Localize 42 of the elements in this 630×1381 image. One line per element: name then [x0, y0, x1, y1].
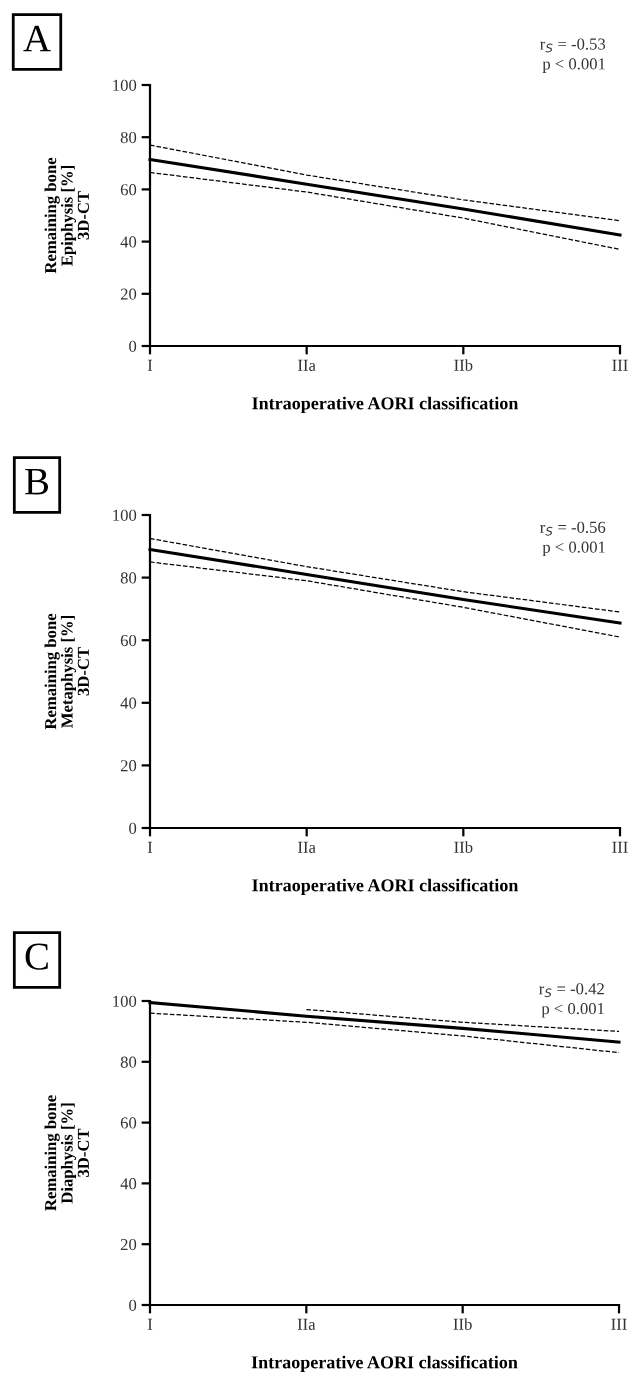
y-axis-title: Remaining bone Diaphysis [%] 3D-CT: [44, 1095, 89, 1211]
text: r$_{S}$ = -0.53 p < 0.001: [540, 38, 606, 73]
annotation: r$_{S}$ = -0.56 p < 0.001: [540, 521, 606, 557]
x-tick-label: III: [612, 841, 628, 853]
y-tick-label: 60: [120, 634, 137, 647]
y-tick-label: 0: [129, 822, 137, 834]
chart-title: A: [23, 25, 51, 52]
y-tick-label: 80: [120, 131, 137, 144]
y-tick-label: 80: [120, 1056, 137, 1068]
y-axis-title: Remaining bone Metaphysis [%] 3D-CT: [44, 613, 89, 730]
x-tick-label: IIa: [298, 359, 316, 371]
annotation: r$_{S}$ = -0.42 p < 0.001: [539, 983, 604, 1018]
y-tick-label: 20: [120, 760, 137, 772]
y-tick-label: 20: [120, 288, 137, 300]
x-tick-label: IIb: [454, 359, 473, 371]
y-tick-label: 100: [113, 995, 137, 1007]
chart-title: C: [25, 943, 48, 970]
x-tick-label: IIa: [298, 841, 316, 853]
y-tick-label: 60: [120, 1117, 137, 1129]
y-tick-label: 60: [120, 184, 137, 196]
y-tick-label: 80: [120, 572, 137, 584]
x-tick-label: I: [147, 1318, 153, 1330]
x-axis-title: Intraoperative AORI classification: [252, 396, 519, 414]
y-tick-label: 40: [120, 236, 137, 248]
y-tick-label: 0: [129, 340, 137, 352]
x-tick-label: III: [611, 1318, 627, 1330]
x-tick-label: IIb: [453, 1318, 472, 1330]
x-tick-label: I: [147, 359, 153, 371]
chart-title: B: [25, 468, 49, 495]
x-tick-label: IIb: [454, 841, 473, 853]
y-tick-label: 40: [120, 697, 137, 709]
x-tick-label: III: [612, 359, 628, 371]
x-tick-label: IIa: [297, 1318, 316, 1330]
y-tick-label: 40: [120, 1178, 137, 1190]
y-axis-title: Remaining bone Epiphysis [%] 3D-CT: [44, 157, 89, 274]
y-tick-label: 0: [129, 1299, 137, 1311]
x-tick-label: I: [147, 841, 153, 853]
y-tick-label: 100: [113, 79, 137, 91]
x-axis-title: Intraoperative AORI classification: [251, 1355, 518, 1373]
x-axis-title: Intraoperative AORI classification: [252, 878, 519, 896]
y-tick-label: 20: [120, 1238, 137, 1251]
y-tick-label: 100: [113, 509, 137, 521]
